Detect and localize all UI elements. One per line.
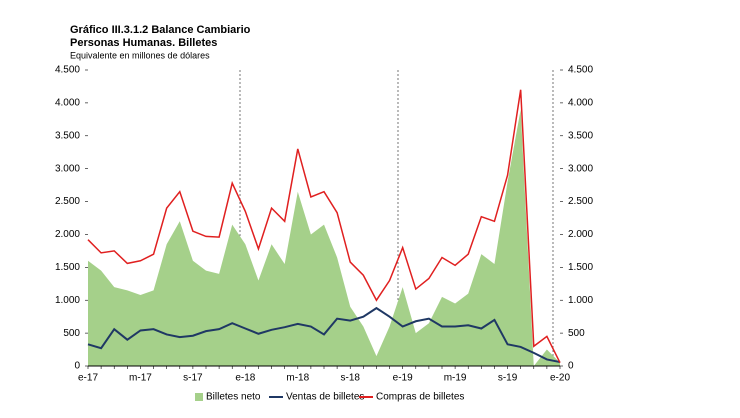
y2-tick-label: 4.000 [568, 98, 593, 109]
y-tick-label: 500 [63, 328, 80, 339]
x-tick-label: m-17 [129, 373, 152, 384]
line [87, 306, 561, 364]
y2-tick-label: 500 [568, 328, 585, 339]
x-tick-label: e-17 [78, 373, 98, 384]
y2-tick-label: 0 [568, 361, 574, 372]
x-tick-label: e-20 [550, 373, 570, 384]
chart-subtitle: Personas Humanas. Billetes [70, 37, 217, 49]
y-tick-label: 1.000 [55, 295, 80, 306]
y-axis-label: Equivalente en millones de dólares [70, 50, 210, 60]
y2-tick-label: 3.000 [568, 163, 593, 174]
chart-title: Gráfico III.3.1.2 Balance Cambiario [70, 24, 251, 36]
legend-swatch [195, 393, 203, 401]
y-tick-label: 3.000 [55, 163, 80, 174]
y-tick-label: 3.500 [55, 130, 80, 141]
y2-tick-label: 1.500 [568, 262, 593, 273]
legend-label: Compras de billetes [376, 392, 464, 403]
y2-tick-label: 2.000 [568, 229, 593, 240]
separators [239, 70, 554, 366]
x-tick-label: s-18 [340, 373, 360, 384]
y-tick-label: 2.500 [55, 196, 80, 207]
line [87, 89, 561, 364]
legend-label: Billetes neto [206, 392, 261, 403]
y-tick-label: 2.000 [55, 229, 80, 240]
x-tick-label: m-19 [444, 373, 467, 384]
y2-tick-label: 3.500 [568, 130, 593, 141]
y-tick-label: 1.500 [55, 262, 80, 273]
y-tick-label: 4.000 [55, 98, 80, 109]
x-tick-label: e-18 [235, 373, 255, 384]
x-tick-label: s-19 [498, 373, 518, 384]
legend-label: Ventas de billetes [286, 392, 364, 403]
x-tick-label: m-18 [286, 373, 309, 384]
x-tick-label: e-19 [393, 373, 413, 384]
x-tick-label: s-17 [183, 373, 203, 384]
area [88, 109, 560, 366]
y2-tick-label: 2.500 [568, 196, 593, 207]
y-tick-label: 4.500 [55, 65, 80, 76]
y2-tick-label: 1.000 [568, 295, 593, 306]
y2-tick-label: 4.500 [568, 65, 593, 76]
y-tick-label: 0 [74, 361, 80, 372]
